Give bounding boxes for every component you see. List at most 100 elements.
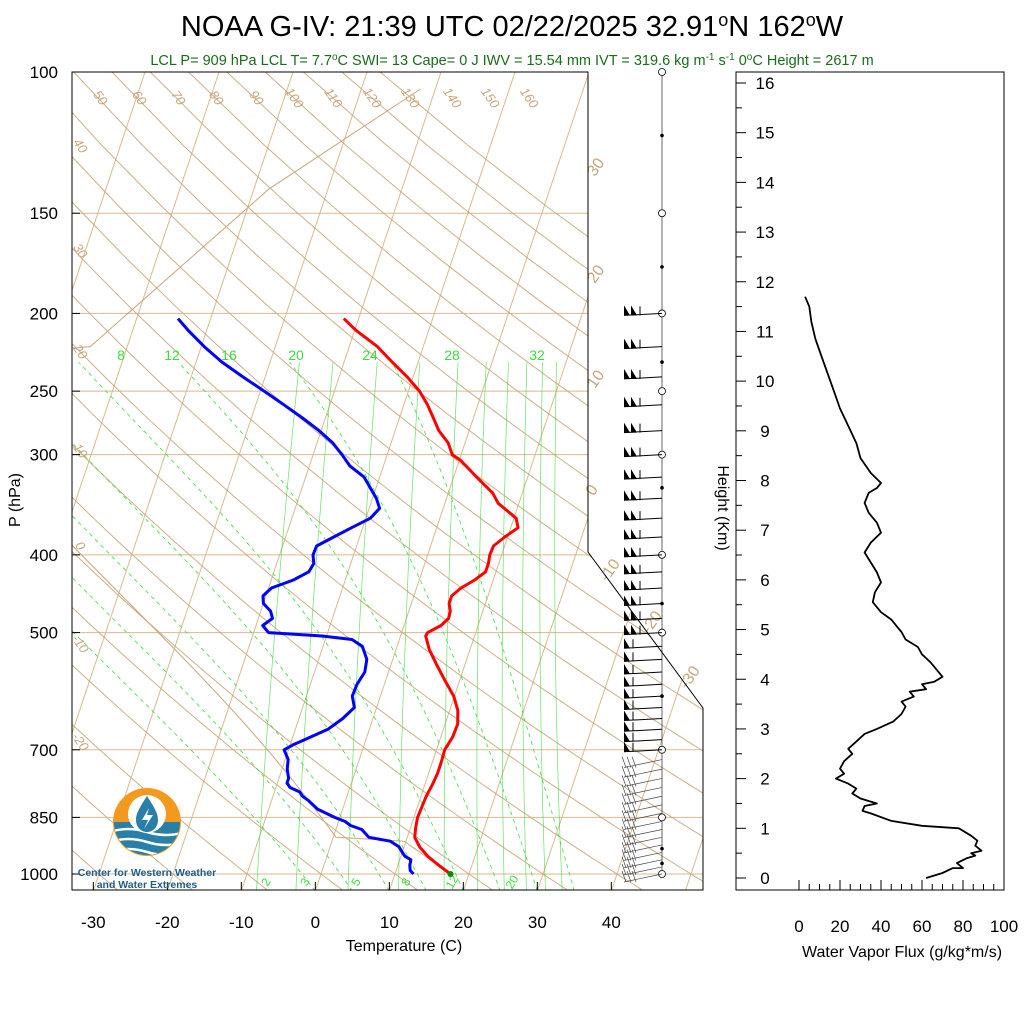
wind-barb-feather — [621, 756, 627, 768]
wind-barb-feather — [626, 826, 632, 838]
wind-barb-flag — [624, 563, 630, 574]
flux-x-tick-label: 0 — [794, 917, 803, 936]
flux-frame — [735, 71, 1005, 891]
wind-barb-feather — [626, 793, 632, 805]
wind-barbs — [621, 68, 666, 883]
dry-adiabat-line — [72, 72, 271, 890]
moist-adiabat-label: 12 — [443, 872, 462, 891]
barb-dot — [660, 265, 664, 269]
flux-x-tick-label: 80 — [954, 917, 973, 936]
wind-barb-flag — [624, 469, 630, 480]
flux-y-tick-label: 5 — [760, 621, 769, 640]
wind-barb — [623, 728, 663, 732]
flux-y-tick-label: 0 — [760, 869, 769, 888]
title-lon-hem: W — [816, 11, 844, 43]
dry-adiabat-label: 0 — [583, 482, 602, 499]
logo-bolt-icon — [142, 808, 153, 829]
wind-barb-feather — [631, 826, 637, 838]
isotherm-label: 110 — [321, 85, 346, 111]
isotherm-line — [536, 72, 703, 890]
mixing-ratio-line — [256, 362, 300, 890]
dry-adiabat-line — [72, 72, 703, 890]
flux-x-tick-label: 20 — [831, 917, 850, 936]
barb-dot — [660, 133, 664, 138]
flux-y-tick-label: 9 — [760, 422, 769, 441]
wind-barb-feather — [621, 801, 627, 813]
x-tick-label: 30 — [528, 913, 547, 932]
barb-calm-circle — [658, 387, 666, 396]
dry-adiabat-line — [72, 72, 571, 890]
flux-y-tick-label: 6 — [760, 571, 769, 590]
wind-barb-flag — [624, 510, 630, 521]
dry-adiabat-line — [339, 72, 703, 890]
x-tick-label: -10 — [229, 913, 254, 932]
dry-adiabat-line — [72, 72, 703, 890]
y-axis-label: P (hPa) — [7, 473, 24, 527]
x-tick-label: 40 — [602, 913, 621, 932]
wind-barb-feather — [631, 784, 637, 796]
wind-barb-flag — [624, 396, 630, 407]
wind-barb — [623, 536, 663, 540]
dry-adiabat-line — [72, 72, 703, 890]
moist-adiabat-line — [177, 361, 501, 890]
flux-y-tick-label: 16 — [756, 74, 775, 93]
y-tick-label: 150 — [30, 204, 58, 223]
wind-barb-feather — [621, 856, 627, 868]
flux-y-tick-label: 11 — [756, 322, 774, 341]
title-main: NOAA G-IV: 21:39 UTC 02/22/2025 — [181, 11, 638, 43]
moist-adiabat-line — [72, 361, 390, 890]
isotherm-line — [166, 72, 443, 890]
isotherm-lines — [72, 72, 703, 890]
mixing-ratio-line — [443, 362, 459, 890]
title-lon: 162 — [757, 11, 805, 43]
wind-barb-flag — [631, 422, 637, 433]
y-tick-label: 700 — [30, 741, 58, 760]
x-tick-label: -20 — [155, 913, 180, 932]
wind-barb — [623, 587, 663, 591]
isotherm-label: 40 — [70, 135, 91, 156]
flux-y-axis-label: Height (Km) — [714, 465, 731, 550]
wind-barb-flag — [631, 624, 637, 635]
y-tick-label: 850 — [30, 808, 58, 827]
wind-barb — [623, 749, 663, 753]
isotherm-label: 160 — [517, 85, 542, 112]
moist-adiabat-line — [78, 361, 464, 890]
wind-barb-feather — [621, 810, 627, 822]
wind-barb — [623, 695, 663, 699]
flux-y-tick-label: 12 — [756, 273, 775, 292]
wind-barb-flag — [631, 469, 637, 480]
isotherm-label: 120 — [360, 85, 385, 112]
wind-barb-flag — [624, 688, 630, 699]
wind-barb-feather — [631, 793, 637, 805]
flux-y-tick-label: 14 — [756, 173, 775, 192]
moist-adiabat-label: 2 — [258, 875, 274, 888]
barb-calm-circle — [658, 209, 666, 218]
wind-barb — [623, 718, 663, 722]
x-tick-label: 0 — [311, 913, 320, 932]
isotherm-label: 10 — [70, 440, 91, 461]
wind-barb — [623, 671, 663, 675]
title-lat: 32.91 — [646, 11, 719, 43]
dry-adiabat-line — [72, 72, 703, 890]
x-tick-label: -30 — [81, 913, 106, 932]
mixing-ratio-label: 8 — [117, 347, 125, 363]
wind-barb-flag — [624, 338, 630, 349]
isotherm-line — [72, 72, 147, 890]
wind-barb-feather — [626, 834, 632, 846]
wind-barb-feather — [621, 818, 627, 830]
wind-barb-flag — [631, 528, 637, 539]
wind-barb — [623, 404, 663, 408]
y-tick-label: 250 — [30, 382, 58, 401]
wind-barb-flag — [624, 528, 630, 539]
flux-x-tick-label: 60 — [913, 917, 932, 936]
wind-barb-feather — [621, 784, 627, 796]
wind-barb-feather — [621, 775, 627, 787]
chart-subtitle: LCL P= 909 hPa LCL T= 7.7oC SWI= 13 Cape… — [150, 52, 873, 70]
moist-adiabat-label: 8 — [398, 875, 414, 888]
wind-barb-flag — [624, 731, 630, 742]
flux-y-tick-label: 2 — [760, 770, 769, 789]
dry-adiabat-line — [72, 72, 703, 890]
mixing-ratio-label: 32 — [529, 347, 545, 363]
wind-barb-flag — [631, 510, 637, 521]
